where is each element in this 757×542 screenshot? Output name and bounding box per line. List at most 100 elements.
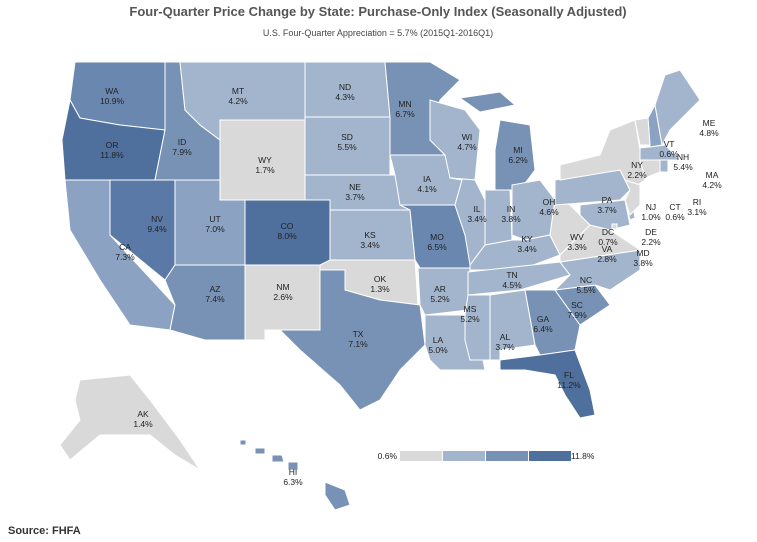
state-abbr: WV bbox=[570, 232, 584, 242]
state-change: 11.2% bbox=[557, 380, 581, 390]
state-change: 6.2% bbox=[508, 155, 528, 165]
state-abbr: FL bbox=[564, 370, 574, 380]
state bbox=[559, 119, 646, 191]
state-change: 6.3% bbox=[283, 477, 303, 487]
state-abbr: LA bbox=[433, 335, 444, 345]
state bbox=[624, 179, 641, 216]
state bbox=[244, 264, 321, 341]
state-abbr: MI bbox=[513, 145, 522, 155]
state-abbr: RI bbox=[693, 197, 702, 207]
state-abbr: PA bbox=[602, 195, 613, 205]
state-abbr: DC bbox=[602, 227, 614, 237]
state-abbr: GA bbox=[537, 314, 550, 324]
state bbox=[458, 91, 536, 191]
state-change: 3.4% bbox=[467, 214, 487, 224]
state-shape bbox=[634, 117, 651, 146]
state-abbr: WA bbox=[105, 86, 119, 96]
state-shape bbox=[239, 439, 247, 446]
state-change: 5.5% bbox=[337, 142, 357, 152]
state-abbr: NC bbox=[580, 275, 592, 285]
state-change: 9.4% bbox=[147, 224, 167, 234]
state-shape bbox=[499, 349, 596, 419]
state-shape bbox=[254, 447, 266, 455]
state bbox=[278, 269, 426, 411]
state bbox=[659, 159, 669, 173]
state-change: 3.7% bbox=[495, 342, 515, 352]
state-abbr: NM bbox=[276, 282, 289, 292]
state-shape bbox=[659, 159, 669, 173]
state bbox=[499, 349, 596, 419]
state-change: 6.4% bbox=[533, 324, 553, 334]
state-change: 5.2% bbox=[460, 314, 480, 324]
state-shape bbox=[611, 223, 618, 230]
state-abbr: MO bbox=[430, 232, 444, 242]
state-shape bbox=[624, 179, 641, 216]
state-change: 1.7% bbox=[255, 165, 275, 175]
state-change: 7.0% bbox=[205, 224, 225, 234]
source: Source: FHFA bbox=[8, 525, 81, 537]
state-change: 2.8% bbox=[597, 254, 617, 264]
state-change: 2.2% bbox=[627, 170, 647, 180]
state-abbr: NJ bbox=[646, 202, 656, 212]
state-change: 1.3% bbox=[370, 284, 390, 294]
state-change: 3.4% bbox=[517, 244, 537, 254]
state-abbr: MA bbox=[706, 170, 719, 180]
state-abbr: HI bbox=[289, 467, 298, 477]
state-change: 4.5% bbox=[502, 280, 522, 290]
legend-swatch bbox=[400, 451, 442, 461]
state-abbr: CT bbox=[669, 202, 680, 212]
state-abbr: SD bbox=[341, 132, 353, 142]
state-abbr: NH bbox=[677, 152, 689, 162]
state-shape bbox=[59, 374, 201, 471]
state-abbr: CA bbox=[119, 242, 131, 252]
state-abbr: VA bbox=[602, 244, 613, 254]
state bbox=[417, 267, 471, 316]
legend-swatch bbox=[529, 451, 571, 461]
legend-swatch bbox=[486, 451, 528, 461]
state-abbr: TN bbox=[506, 270, 517, 280]
state-abbr: UT bbox=[209, 214, 220, 224]
state-shape bbox=[458, 91, 517, 113]
state bbox=[59, 374, 201, 471]
state-change: 1.0% bbox=[641, 212, 661, 222]
state-abbr: OR bbox=[106, 140, 119, 150]
state-abbr: VT bbox=[664, 139, 675, 149]
state-shape bbox=[417, 267, 471, 316]
state-shape bbox=[287, 461, 299, 471]
state-shape bbox=[559, 119, 646, 191]
state-abbr: AZ bbox=[210, 284, 221, 294]
state-abbr: KS bbox=[364, 230, 376, 240]
state-change: 3.1% bbox=[687, 207, 707, 217]
state-change: 2.6% bbox=[273, 292, 293, 302]
state-change: 4.1% bbox=[417, 184, 437, 194]
state-abbr: NE bbox=[349, 182, 361, 192]
state-change: 4.7% bbox=[457, 142, 477, 152]
state-abbr: MS bbox=[464, 304, 477, 314]
title: Four-Quarter Price Change by State: Purc… bbox=[129, 4, 626, 19]
state-shape bbox=[278, 269, 426, 411]
state bbox=[239, 439, 351, 511]
state-change: 3.7% bbox=[597, 205, 617, 215]
state-change: 5.5% bbox=[576, 285, 596, 295]
state-change: 0.7% bbox=[598, 237, 618, 247]
state-change: 8.0% bbox=[277, 231, 297, 241]
state-abbr: AK bbox=[137, 409, 149, 419]
state-abbr: WI bbox=[462, 132, 472, 142]
state-change: 10.9% bbox=[100, 96, 125, 106]
state-change: 7.1% bbox=[348, 339, 368, 349]
state-abbr: TX bbox=[353, 329, 364, 339]
state-change: 5.0% bbox=[428, 345, 448, 355]
state-abbr: ID bbox=[178, 137, 187, 147]
state-abbr: CO bbox=[281, 221, 294, 231]
state-change: 5.2% bbox=[430, 294, 450, 304]
state bbox=[467, 261, 571, 296]
state-change: 4.2% bbox=[702, 180, 722, 190]
state-shape bbox=[467, 261, 571, 296]
state-abbr: MN bbox=[398, 99, 411, 109]
state-abbr: IL bbox=[473, 204, 480, 214]
state-change: 3.8% bbox=[633, 258, 653, 268]
state-change: 3.7% bbox=[345, 192, 365, 202]
legend-max: 11.8% bbox=[571, 451, 595, 461]
legend-swatch bbox=[443, 451, 485, 461]
